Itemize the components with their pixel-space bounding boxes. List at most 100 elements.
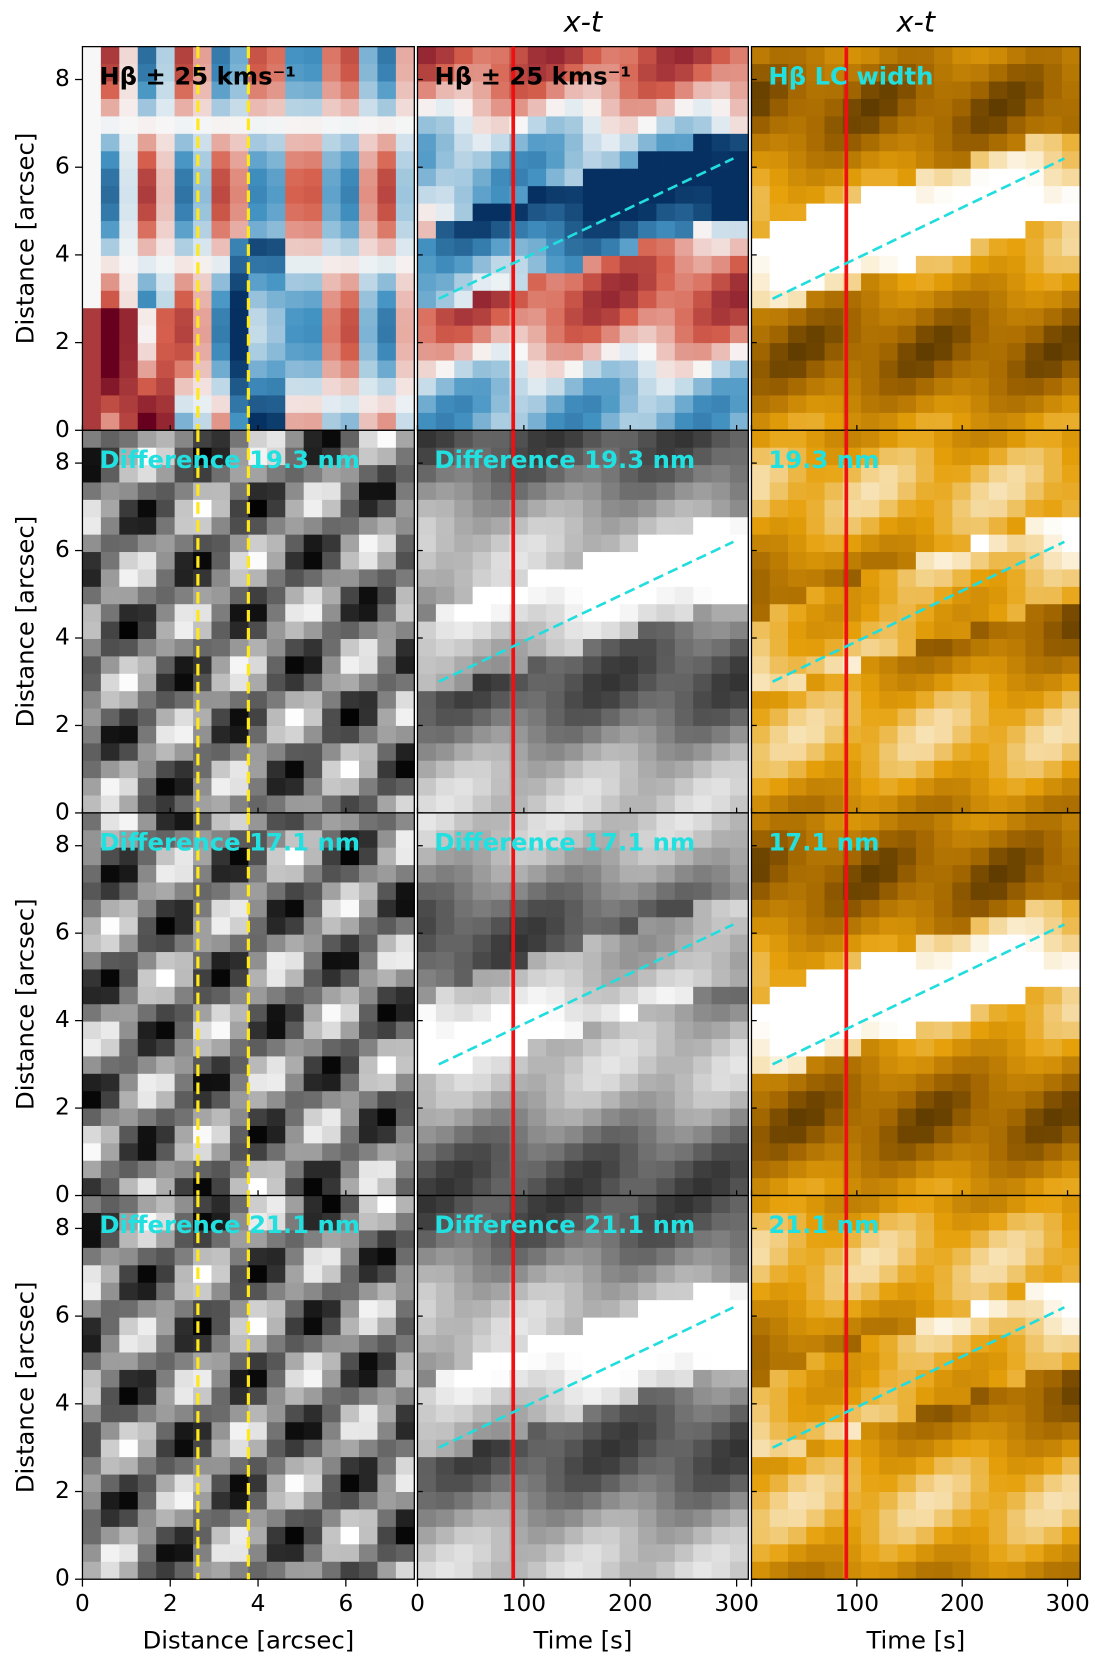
image-pixel: [285, 882, 304, 900]
image-pixel: [712, 1457, 731, 1475]
image-pixel: [119, 1405, 138, 1423]
image-pixel: [898, 1335, 917, 1353]
image-pixel: [656, 99, 675, 117]
image-pixel: [861, 378, 880, 396]
image-pixel: [730, 1457, 749, 1475]
image-pixel: [436, 1352, 455, 1370]
image-pixel: [1007, 361, 1026, 379]
image-pixel: [304, 569, 323, 587]
image-pixel: [601, 517, 620, 535]
image-pixel: [138, 1074, 157, 1092]
image-pixel: [359, 1562, 378, 1580]
image-pixel: [1062, 1352, 1081, 1370]
image-pixel: [491, 1544, 510, 1562]
image-pixel: [359, 622, 378, 640]
image-pixel: [898, 291, 917, 309]
image-pixel: [638, 656, 657, 674]
image-pixel: [1044, 448, 1063, 466]
y-tick-label: 6: [55, 1302, 70, 1329]
image-pixel: [971, 221, 990, 239]
image-pixel: [730, 1161, 749, 1179]
image-pixel: [359, 1091, 378, 1109]
image-pixel: [730, 882, 749, 900]
image-pixel: [788, 308, 807, 326]
image-pixel: [322, 761, 341, 779]
image-pixel: [454, 969, 473, 987]
image-pixel: [879, 830, 898, 848]
image-pixel: [304, 291, 323, 309]
image-pixel: [417, 1109, 436, 1127]
image-pixel: [916, 1335, 935, 1353]
image-pixel: [934, 1475, 953, 1493]
image-pixel: [341, 1248, 360, 1266]
image-pixel: [620, 1126, 639, 1144]
image-pixel: [675, 1004, 694, 1022]
image-pixel: [712, 134, 731, 152]
image-pixel: [138, 1004, 157, 1022]
image-pixel: [436, 256, 455, 274]
image-pixel: [934, 1161, 953, 1179]
image-pixel: [806, 1405, 825, 1423]
image-pixel: [989, 448, 1008, 466]
image-pixel: [1044, 569, 1063, 587]
image-pixel: [583, 134, 602, 152]
y-tick-label: 0: [55, 798, 70, 825]
image-pixel: [528, 413, 547, 431]
image-pixel: [825, 691, 844, 709]
image-pixel: [971, 116, 990, 134]
image-pixel: [898, 882, 917, 900]
image-pixel: [138, 1178, 157, 1196]
image-pixel: [193, 1527, 212, 1545]
image-pixel: [1025, 291, 1044, 309]
image-pixel: [583, 743, 602, 761]
image-pixel: [1007, 1143, 1026, 1161]
image-pixel: [1044, 430, 1063, 448]
image-pixel: [751, 674, 770, 692]
image-pixel: [825, 378, 844, 396]
image-pixel: [971, 482, 990, 500]
image-pixel: [454, 1387, 473, 1405]
image-pixel: [952, 935, 971, 953]
image-pixel: [770, 796, 789, 814]
image-pixel: [417, 1074, 436, 1092]
image-pixel: [436, 1544, 455, 1562]
image-pixel: [1007, 186, 1026, 204]
image-pixel: [971, 308, 990, 326]
image-pixel: [193, 1387, 212, 1405]
image-pixel: [989, 186, 1008, 204]
image-pixel: [898, 430, 917, 448]
image-pixel: [770, 1143, 789, 1161]
image-pixel: [601, 604, 620, 622]
image-pixel: [730, 1022, 749, 1040]
image-pixel: [248, 882, 267, 900]
image-pixel: [101, 256, 120, 274]
image-pixel: [825, 1440, 844, 1458]
image-pixel: [436, 134, 455, 152]
image-pixel: [377, 726, 396, 744]
image-pixel: [934, 1527, 953, 1545]
image-pixel: [546, 1283, 565, 1301]
image-pixel: [601, 1161, 620, 1179]
image-pixel: [230, 1265, 249, 1283]
image-pixel: [656, 1074, 675, 1092]
image-pixel: [730, 569, 749, 587]
image-pixel: [861, 308, 880, 326]
image-pixel: [1025, 343, 1044, 361]
image-pixel: [101, 987, 120, 1005]
image-pixel: [267, 743, 286, 761]
image-pixel: [788, 969, 807, 987]
image-pixel: [285, 1143, 304, 1161]
image-pixel: [377, 1457, 396, 1475]
image-pixel: [770, 1056, 789, 1074]
image-pixel: [156, 674, 175, 692]
image-pixel: [1007, 1335, 1026, 1353]
image-pixel: [989, 726, 1008, 744]
image-pixel: [101, 204, 120, 222]
image-pixel: [304, 604, 323, 622]
image-pixel: [751, 1370, 770, 1388]
image-pixel: [898, 1370, 917, 1388]
image-pixel: [730, 1039, 749, 1057]
image-pixel: [454, 709, 473, 727]
image-pixel: [436, 116, 455, 134]
image-pixel: [436, 482, 455, 500]
